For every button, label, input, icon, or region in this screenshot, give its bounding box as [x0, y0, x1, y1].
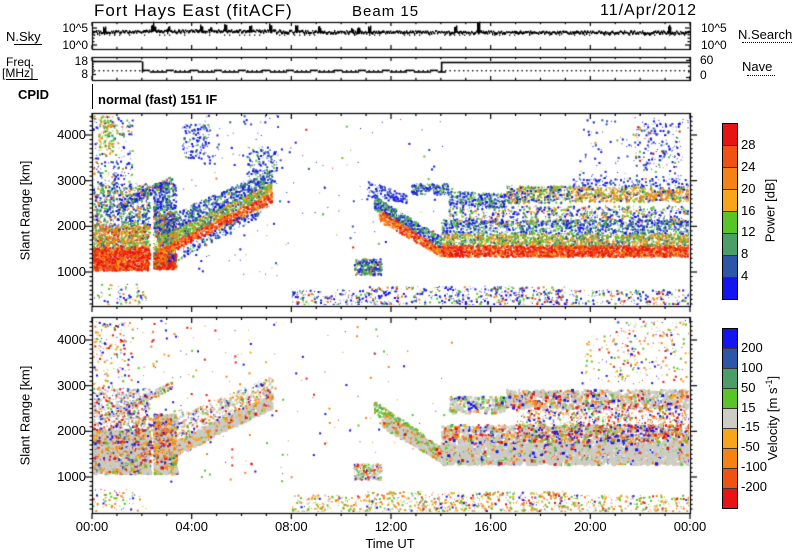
nsky-linestyle-key — [14, 44, 42, 45]
x-tick-label: 00:00 — [75, 519, 109, 534]
power-colorbar — [722, 123, 738, 300]
y-tick-label: 2000 — [57, 218, 86, 234]
y-axis-title-velocity: Slant Range [km] — [17, 365, 33, 466]
colorbar-tick-label: -50 — [741, 439, 760, 455]
colorbar-tick-label: 4 — [741, 268, 749, 284]
x-tick-label: 00:00 — [673, 519, 707, 534]
colorbar-tick-label: 200 — [741, 339, 763, 355]
velocity-colorbar — [722, 328, 738, 509]
velocity-title-post: ] — [765, 375, 781, 380]
colorbar-tick-label: 50 — [741, 379, 756, 395]
x-tick-label: 20:00 — [574, 519, 607, 534]
colorbar-segment — [723, 189, 737, 211]
nave-tick-bottom: 0 — [700, 68, 707, 82]
y-tick-label: 4000 — [57, 127, 86, 142]
velocity-panel-canvas — [80, 305, 702, 525]
nsearch-label: N.Search — [738, 27, 793, 42]
cpid-axis-line — [92, 84, 94, 109]
freq-strip-canvas — [84, 49, 698, 88]
nsky-tick-top-right: 10^5 — [701, 21, 727, 35]
y-tick-label: 4000 — [57, 332, 86, 347]
nsky-tick-top: 10^5 — [62, 21, 88, 35]
y-tick-label: 3000 — [57, 172, 86, 188]
colorbar-tick-label: 100 — [741, 359, 763, 375]
x-tick-label: 08:00 — [275, 519, 308, 534]
colorbar-segment — [723, 348, 737, 368]
cpid-label: CPID — [18, 87, 50, 102]
colorbar-segment — [723, 488, 737, 508]
y-tick-label: 1000 — [57, 264, 86, 279]
colorbar-tick-label: 24 — [741, 158, 756, 174]
colorbar-segment — [723, 368, 737, 388]
y-tick-label: 1000 — [57, 469, 86, 484]
y-tick-label: 3000 — [57, 377, 86, 393]
colorbar-segment — [723, 167, 737, 189]
colorbar-segment — [723, 329, 737, 348]
colorbar-segment — [723, 255, 737, 277]
x-tick-label: 12:00 — [374, 519, 408, 534]
colorbar-segment — [723, 428, 737, 448]
colorbar-segment — [723, 277, 737, 299]
colorbar-tick-label: -15 — [741, 419, 760, 435]
nsky-tick-bottom: 10^0 — [62, 38, 88, 52]
colorbar-tick-label: 20 — [741, 180, 756, 196]
colorbar-tick-label: 8 — [741, 246, 749, 262]
nave-linestyle-key — [747, 75, 775, 76]
nsky-tick-bottom-right: 10^0 — [701, 38, 727, 52]
x-axis-title: Time UT — [365, 536, 415, 551]
colorbar-tick-label: 15 — [741, 399, 756, 415]
nsky-label: N.Sky — [6, 29, 41, 44]
velocity-colorbar-title: Velocity [m s-1] — [764, 358, 780, 478]
colorbar-segment — [723, 408, 737, 428]
power-panel-canvas — [80, 101, 702, 318]
velocity-title-sup: -1 — [763, 379, 774, 388]
colorbar-tick-label: 28 — [741, 136, 756, 152]
power-colorbar-title: Power [dB] — [762, 178, 778, 243]
nave-tick-top: 60 — [700, 53, 714, 67]
nave-label: Nave — [742, 59, 773, 74]
colorbar-tick-label: 16 — [741, 202, 756, 218]
colorbar-segment — [723, 124, 737, 145]
x-tick-label: 16:00 — [474, 519, 507, 534]
y-tick-label: 2000 — [57, 423, 86, 439]
colorbar-segment — [723, 233, 737, 255]
colorbar-segment — [723, 448, 737, 468]
colorbar-segment — [723, 211, 737, 233]
colorbar-segment — [723, 145, 737, 167]
colorbar-tick-label: -100 — [741, 459, 768, 475]
velocity-title-pre: Velocity [m s — [765, 387, 781, 461]
x-tick-label: 04:00 — [175, 519, 208, 534]
colorbar-segment — [723, 388, 737, 408]
freq-label-line2: [MHz] — [2, 66, 34, 80]
colorbar-tick-label: 12 — [741, 224, 756, 240]
freq-label-line1: Freq. — [6, 55, 35, 69]
nsearch-linestyle-key — [742, 42, 792, 43]
colorbar-segment — [723, 468, 737, 488]
freq-linestyle-key — [6, 79, 38, 80]
colorbar-tick-label: -200 — [741, 479, 768, 495]
y-axis-title-power: Slant Range [km] — [17, 160, 33, 261]
